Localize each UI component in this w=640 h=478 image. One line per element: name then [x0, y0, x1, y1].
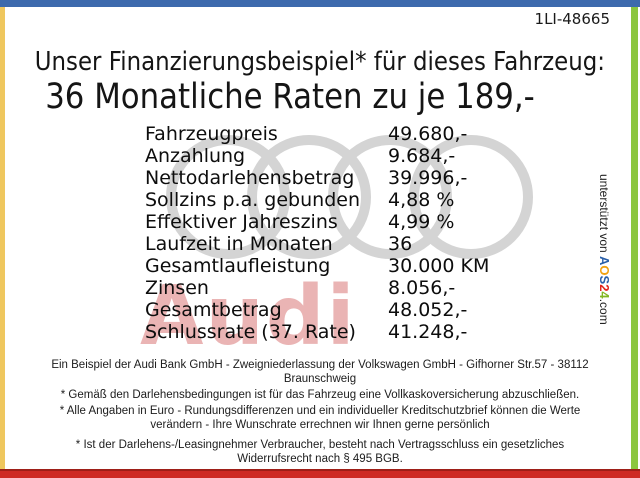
table-row: Laufzeit in Monaten 36: [145, 233, 515, 255]
finance-table: Fahrzeugpreis 49.680,- Anzahlung 9.684,-…: [145, 123, 515, 343]
row-value: 49.680,-: [388, 123, 468, 145]
supported-by-credit: unterstützt von AOS24.com: [597, 174, 612, 325]
page-subtitle: 36 Monatliche Raten zu je 189,-: [45, 77, 535, 117]
row-value: 48.052,-: [388, 299, 468, 321]
right-border: [631, 7, 638, 469]
fine-print-line: * Ist der Darlehens-/Leasingnehmer Verbr…: [75, 439, 565, 451]
aos24-logo-letter: A: [597, 256, 612, 266]
row-label: Effektiver Jahreszins: [145, 211, 338, 233]
table-row: Schlussrate (37. Rate) 41.248,-: [145, 321, 515, 343]
row-value: 30.000 KM: [388, 255, 490, 277]
row-value: 4,88 %: [388, 189, 455, 211]
row-label: Nettodarlehensbetrag: [145, 167, 355, 189]
row-value: 8.056,-: [388, 277, 456, 299]
page-title: Unser Finanzierungsbeispiel* für dieses …: [34, 47, 605, 77]
table-row: Fahrzeugpreis 49.680,-: [145, 123, 515, 145]
row-label: Zinsen: [145, 277, 209, 299]
table-row: Gesamtlaufleistung 30.000 KM: [145, 255, 515, 277]
supported-by-label: unterstützt von: [597, 174, 611, 257]
title-block: Unser Finanzierungsbeispiel* für dieses …: [0, 46, 605, 117]
audi-text-watermark: Audi: [140, 269, 357, 364]
row-label: Gesamtlaufleistung: [145, 255, 331, 277]
fine-print-paragraph: * Ist der Darlehens-/Leasingnehmer Verbr…: [0, 438, 640, 466]
table-row: Nettodarlehensbetrag 39.996,-: [145, 167, 515, 189]
row-label: Fahrzeugpreis: [145, 123, 278, 145]
aos24-logo: AOS24: [597, 256, 612, 299]
fine-print-line: * Gemäß den Darlehensbedingungen ist für…: [60, 389, 580, 401]
audi-rings-watermark-icon: [166, 135, 533, 259]
fine-print-line: verändern - Ihre Wunschrate errechnen wi…: [150, 419, 490, 431]
fine-print: Ein Beispiel der Audi Bank GmbH - Zweign…: [0, 358, 640, 468]
row-value: 39.996,-: [388, 167, 468, 189]
table-row: Zinsen 8.056,-: [145, 277, 515, 299]
row-value: 41.248,-: [388, 321, 468, 343]
row-value: 36: [388, 233, 413, 255]
row-label: Gesamtbetrag: [145, 299, 282, 321]
row-value: 9.684,-: [388, 145, 456, 167]
bottom-border: [0, 469, 640, 478]
fine-print-line: Braunschweig: [283, 373, 357, 385]
row-label: Anzahlung: [145, 145, 246, 167]
aos24-domain-suffix: .com: [597, 298, 611, 325]
reference-number: 1LI-48665: [534, 10, 610, 28]
row-label: Laufzeit in Monaten: [145, 233, 333, 255]
table-row: Sollzins p.a. gebunden 4,88 %: [145, 189, 515, 211]
row-label: Schlussrate (37. Rate): [145, 321, 356, 343]
fine-print-line: Widerrufsrecht nach § 495 BGB.: [237, 453, 403, 465]
fine-print-line: Ein Beispiel der Audi Bank GmbH - Zweign…: [51, 359, 589, 371]
top-border: [0, 0, 640, 7]
fine-print-line: * Alle Angaben in Euro - Rundungsdiffere…: [59, 405, 581, 417]
aos24-logo-letter: 2: [597, 284, 612, 292]
aos24-logo-letter: 4: [597, 291, 612, 299]
fine-print-paragraph: * Gemäß den Darlehensbedingungen ist für…: [0, 388, 640, 402]
table-row: Gesamtbetrag 48.052,-: [145, 299, 515, 321]
row-label: Sollzins p.a. gebunden: [145, 189, 360, 211]
aos24-logo-letter: S: [597, 275, 612, 285]
row-value: 4,99 %: [388, 211, 455, 233]
fine-print-paragraph: * Alle Angaben in Euro - Rundungsdiffere…: [0, 404, 640, 432]
table-row: Anzahlung 9.684,-: [145, 145, 515, 167]
aos24-logo-letter: O: [597, 265, 612, 276]
fine-print-paragraph: Ein Beispiel der Audi Bank GmbH - Zweign…: [0, 358, 640, 386]
table-row: Effektiver Jahreszins 4,99 %: [145, 211, 515, 233]
left-border: [0, 7, 5, 469]
